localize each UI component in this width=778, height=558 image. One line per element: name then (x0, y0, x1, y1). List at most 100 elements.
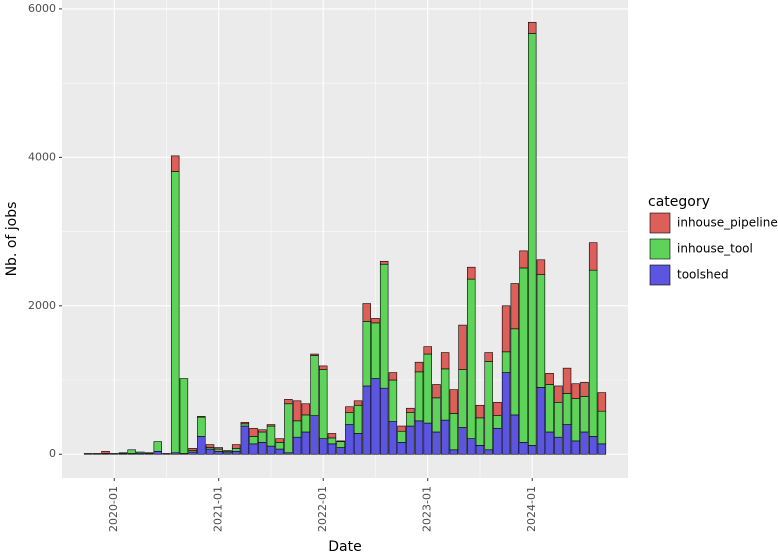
bar-segment (197, 417, 205, 436)
legend-key[interactable] (650, 213, 670, 233)
bar-segment (389, 373, 397, 380)
bar-segment (467, 279, 475, 439)
legend-label: inhouse_tool (677, 242, 753, 256)
bar-segment (459, 428, 467, 455)
bar-segment (380, 388, 388, 454)
bar-segment (493, 402, 501, 415)
bar-segment (485, 361, 493, 449)
bar-segment (154, 451, 162, 454)
bar-segment (563, 368, 571, 393)
bar-segment (224, 451, 232, 452)
bar-segment (354, 401, 362, 405)
bar-segment (206, 445, 214, 448)
bar-segment (485, 450, 493, 454)
y-tick-label: 6000 (28, 2, 56, 15)
bar-segment (520, 251, 528, 268)
bar-segment (363, 304, 371, 322)
bar-segment (589, 436, 597, 454)
bar-segment (345, 425, 353, 455)
bar-segment (154, 442, 162, 452)
legend-label: inhouse_pipeline (677, 216, 778, 230)
bar-segment (302, 415, 310, 432)
bar-segment (554, 402, 562, 437)
bar-segment (311, 356, 319, 416)
bar-segment (363, 386, 371, 454)
bar-segment (380, 264, 388, 388)
bar-segment (180, 379, 188, 454)
bar-segment (433, 398, 441, 432)
bar-segment (328, 438, 336, 444)
bar-segment (598, 444, 606, 454)
bar-segment (102, 451, 110, 453)
legend-key[interactable] (650, 265, 670, 285)
bar-segment (258, 432, 266, 442)
bar-segment (415, 421, 423, 454)
bar-segment (276, 449, 284, 454)
bar-segment (546, 432, 554, 454)
bar-segment (345, 413, 353, 425)
bar-segment (406, 413, 414, 426)
bar-segment (119, 453, 127, 454)
y-tick-label: 2000 (28, 299, 56, 312)
bar-segment (328, 444, 336, 454)
bar-segment (581, 396, 589, 432)
bar-segment (302, 404, 310, 415)
bar-segment (258, 442, 266, 454)
bar-segment (311, 416, 319, 455)
bar-segment (528, 22, 536, 33)
bar-segment (389, 380, 397, 422)
bar-segment (311, 354, 319, 355)
bar-segment (424, 347, 432, 354)
bar-segment (398, 426, 406, 431)
bar-segment (598, 393, 606, 412)
bar-segment (546, 384, 554, 432)
x-axis-title: Date (328, 539, 361, 554)
bar-segment (232, 445, 240, 449)
bar-segment (511, 329, 519, 415)
bar-segment (598, 411, 606, 444)
y-tick-label: 0 (49, 447, 56, 460)
bar-segment (354, 405, 362, 433)
bar-segment (589, 243, 597, 270)
bar-segment (145, 453, 153, 454)
bar-segment (189, 448, 197, 450)
bar-segment (398, 442, 406, 454)
bar-segment (197, 416, 205, 417)
bar-segment (554, 386, 562, 402)
x-tick-label: 2022-01 (316, 486, 329, 532)
bar-segment (363, 321, 371, 386)
bar-segment (493, 428, 501, 454)
bar-segment (450, 413, 458, 449)
bar-segment (415, 372, 423, 421)
bar-segment (406, 408, 414, 412)
bar-segment (302, 432, 310, 454)
bar-segment (537, 387, 545, 454)
bar-segment (476, 445, 484, 454)
bar-segment (441, 353, 449, 369)
bar-segment (354, 433, 362, 454)
bar-segment (136, 452, 144, 453)
bar-segment (241, 424, 249, 426)
bar-segment (319, 439, 327, 455)
x-tick-label: 2023-01 (421, 486, 434, 532)
bar-segment (520, 268, 528, 442)
bar-segment (581, 432, 589, 454)
bar-segment (293, 401, 301, 421)
bar-segment (267, 425, 275, 426)
bar-segment (380, 261, 388, 264)
x-tick-label: 2021-01 (212, 486, 225, 532)
bar-segment (258, 430, 266, 432)
bar-segment (276, 439, 284, 443)
bar-segment (293, 437, 301, 454)
bar-segment (319, 370, 327, 439)
bar-segment (424, 354, 432, 423)
bar-segment (511, 284, 519, 329)
bar-segment (372, 318, 380, 322)
legend-title: category (648, 194, 710, 210)
bar-segment (459, 370, 467, 428)
x-tick-label: 2024-01 (525, 486, 538, 532)
bar-segment (206, 449, 214, 454)
legend-key[interactable] (650, 239, 670, 259)
bar-segment (241, 426, 249, 454)
bar-segment (572, 441, 580, 454)
